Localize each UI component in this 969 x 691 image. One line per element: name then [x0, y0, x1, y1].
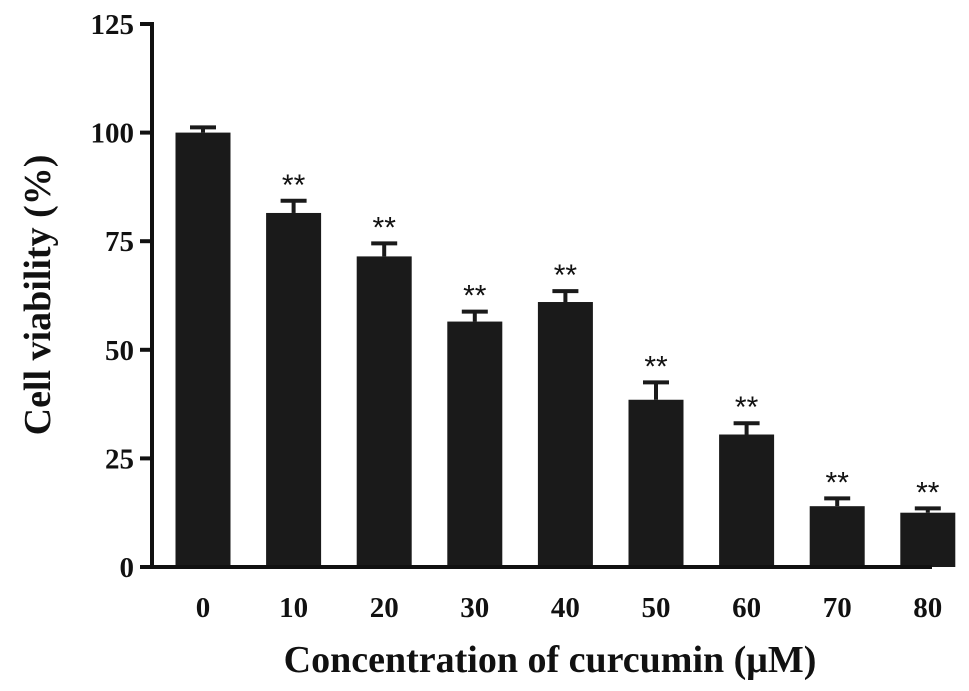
- bar-40: [537, 302, 593, 567]
- axes-group: [140, 22, 932, 569]
- error-bars-group: [190, 125, 941, 513]
- significance-label-30: **: [463, 280, 487, 313]
- x-tick-label-60: 60: [732, 592, 761, 624]
- bar-80: [900, 512, 956, 567]
- x-tick-label-0: 0: [196, 592, 211, 624]
- x-tick-label-20: 20: [370, 592, 399, 624]
- y-tick-label-50: 50: [105, 335, 134, 367]
- y-tick-label-25: 25: [105, 443, 134, 475]
- significance-label-10: **: [282, 169, 306, 202]
- bar-0: [175, 132, 231, 567]
- bar-70: [809, 506, 865, 567]
- x-tick-label-50: 50: [642, 592, 671, 624]
- x-tick-label-80: 80: [913, 592, 942, 624]
- significance-label-40: **: [554, 259, 578, 292]
- bar-60: [719, 434, 775, 567]
- y-axis-title: Cell viability (%): [17, 155, 59, 436]
- x-tick-label-40: 40: [551, 592, 580, 624]
- x-axis-title: Concentration of curcumin (μM): [284, 639, 817, 681]
- significance-group: ** ** ** ** ** ** ** **: [282, 169, 940, 510]
- bar-20: [356, 256, 412, 567]
- y-tick-label-75: 75: [105, 226, 134, 258]
- x-tick-labels: 0 10 20 30 40 50 60 70 80: [196, 592, 943, 624]
- bar-10: [266, 212, 322, 568]
- significance-label-50: **: [644, 350, 668, 383]
- bar-30: [447, 321, 503, 567]
- bar-50: [628, 399, 684, 567]
- y-tick-label-100: 100: [91, 118, 135, 150]
- x-tick-label-10: 10: [279, 592, 308, 624]
- significance-label-60: **: [735, 391, 759, 424]
- significance-label-80: **: [916, 476, 940, 509]
- y-tick-labels: 0 25 50 75 100 125: [91, 9, 135, 584]
- x-tick-label-70: 70: [823, 592, 852, 624]
- bars-group: [175, 132, 956, 568]
- y-tick-label-0: 0: [120, 552, 135, 584]
- significance-label-70: **: [826, 466, 850, 499]
- x-tick-label-30: 30: [460, 592, 489, 624]
- y-tick-label-125: 125: [91, 9, 135, 41]
- significance-label-20: **: [373, 211, 397, 244]
